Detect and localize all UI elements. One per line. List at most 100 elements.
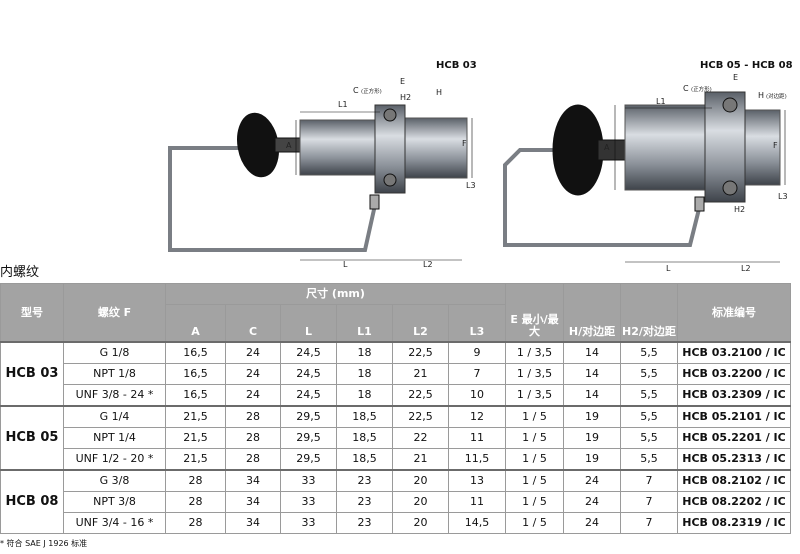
table-cell: 34 (225, 469, 281, 492)
spec-table: 型号 螺纹 F 尺寸 (mm) E 最小/最大 H/对边距 H2/对边距 标准编号 A C L L1… (0, 283, 791, 534)
table-cell: NPT 3/8 (63, 491, 166, 513)
table-cell: 1 / 5 (505, 491, 564, 513)
table-cell: 22,5 (392, 341, 449, 364)
table-cell: 9 (448, 341, 506, 364)
dimension-label: L (666, 264, 671, 273)
table-cell: HCB 08.2202 / IC (677, 491, 791, 513)
table-row: A C L L1 L2 L3 (1, 304, 791, 343)
table-cell: 12 (448, 405, 506, 428)
table-cell: 5,5 (620, 363, 678, 385)
table-cell: 24 (563, 512, 621, 534)
table-cell: 11,5 (448, 448, 506, 471)
table-cell: 21,5 (165, 427, 226, 449)
table-cell: UNF 3/4 - 16 * (63, 512, 166, 534)
table-cell: 5,5 (620, 341, 678, 364)
drawing-hcb05-08 (503, 91, 786, 263)
table-cell: 24 (563, 491, 621, 513)
table-cell: 20 (392, 512, 449, 534)
drawing-title: HCB 05 - HCB 08 (700, 60, 793, 71)
table-cell: 14 (563, 341, 621, 364)
dimension-label: F (773, 141, 778, 150)
table-cell: 23 (336, 491, 393, 513)
table-cell: 21,5 (165, 448, 226, 471)
table-cell: UNF 3/8 - 24 * (63, 384, 166, 407)
table-cell: 10 (448, 384, 506, 407)
dimension-label: (正方形) (361, 87, 382, 95)
table-cell: HCB 08.2319 / IC (677, 512, 791, 534)
table-row: UNF 3/4 - 16 * 28 34 33 23 20 14,5 1 / 5 24 7 HCB … (1, 512, 791, 534)
table-cell: 1 / 5 (505, 512, 564, 534)
table-cell: 7 (620, 512, 678, 534)
dimension-label: L3 (778, 192, 788, 201)
table-row: HCB 03 G 1/8 16,5 24 24,5 18 22,5 9 1 / 3,5 14 5,5… (0, 341, 791, 407)
dimension-label: L1 (338, 100, 348, 109)
table-cell: 28 (165, 491, 226, 513)
table-cell: 20 (392, 469, 449, 492)
table-cell: 11 (448, 427, 506, 449)
table-cell: 5,5 (620, 384, 678, 407)
table-cell: 33 (280, 491, 337, 513)
table-cell: 18 (336, 384, 393, 407)
table-cell: 7 (620, 491, 678, 513)
table-cell: 23 (336, 512, 393, 534)
table-cell: 21 (392, 363, 449, 385)
drawing-hcb03 (168, 104, 473, 261)
table-cell: 1 / 3,5 (505, 341, 564, 364)
table-cell: 20 (392, 491, 449, 513)
table-cell: 34 (225, 512, 281, 534)
table-cell: 29,5 (280, 427, 337, 449)
header-cell: 螺纹 F (63, 283, 166, 343)
model-cell: HCB 05 (0, 405, 64, 471)
table-cell: 19 (563, 405, 621, 428)
table-cell: 24 (225, 384, 281, 407)
table-cell: 19 (563, 448, 621, 471)
dimension-label: E (400, 77, 405, 86)
table-row: NPT 1/8 16,5 24 24,5 18 21 7 1 / 3,5 14 5,5 HCB 03… (1, 363, 791, 385)
table-cell: 5,5 (620, 405, 678, 428)
table-cell: 16,5 (165, 363, 226, 385)
dimension-label: H2 (400, 93, 411, 102)
model-cell: HCB 03 (0, 341, 64, 407)
table-row: NPT 3/8 28 34 33 23 20 11 1 / 5 24 7 HCB 08.2202 /… (1, 491, 791, 513)
dimension-label: E (733, 73, 738, 82)
dimension-label: A (286, 141, 292, 150)
dimension-label: H (758, 91, 764, 100)
table-cell: 33 (280, 469, 337, 492)
table-cell: 19 (563, 427, 621, 449)
table-cell: 1 / 5 (505, 469, 564, 492)
table-cell: 1 / 3,5 (505, 363, 564, 385)
table-cell: 29,5 (280, 448, 337, 471)
header-cell: E 最小/最大 (505, 283, 564, 343)
table-cell: G 1/4 (63, 405, 166, 428)
table-cell: HCB 03.2200 / IC (677, 363, 791, 385)
table-cell: 23 (336, 469, 393, 492)
table-cell: 21 (392, 448, 449, 471)
header-cell: A (165, 304, 226, 343)
dimension-label: L2 (423, 260, 433, 269)
table-cell: NPT 1/4 (63, 427, 166, 449)
table-cell: 18,5 (336, 427, 393, 449)
header-cell: 标准编号 (677, 283, 791, 343)
drawing-title: HCB 03 (436, 60, 477, 71)
dimension-label: H2 (734, 205, 745, 214)
table-cell: 1 / 3,5 (505, 384, 564, 407)
table-cell: 7 (448, 363, 506, 385)
table-cell: NPT 1/8 (63, 363, 166, 385)
table-cell: 24 (225, 363, 281, 385)
header-cell: H2/对边距 (620, 283, 678, 343)
table-cell: 14,5 (448, 512, 506, 534)
header-cell: L1 (336, 304, 393, 343)
dimension-label: F (462, 139, 467, 148)
table-cell: 24,5 (280, 341, 337, 364)
dimension-label: A (604, 143, 610, 152)
table-cell: HCB 03.2309 / IC (677, 384, 791, 407)
table-cell: 18,5 (336, 448, 393, 471)
table-cell: 11 (448, 491, 506, 513)
table-cell: 28 (225, 405, 281, 428)
table-cell: HCB 05.2101 / IC (677, 405, 791, 428)
header-cell: L (280, 304, 337, 343)
dimension-label: L1 (656, 97, 666, 106)
header-cell: L2 (392, 304, 449, 343)
table-cell: 18 (336, 341, 393, 364)
